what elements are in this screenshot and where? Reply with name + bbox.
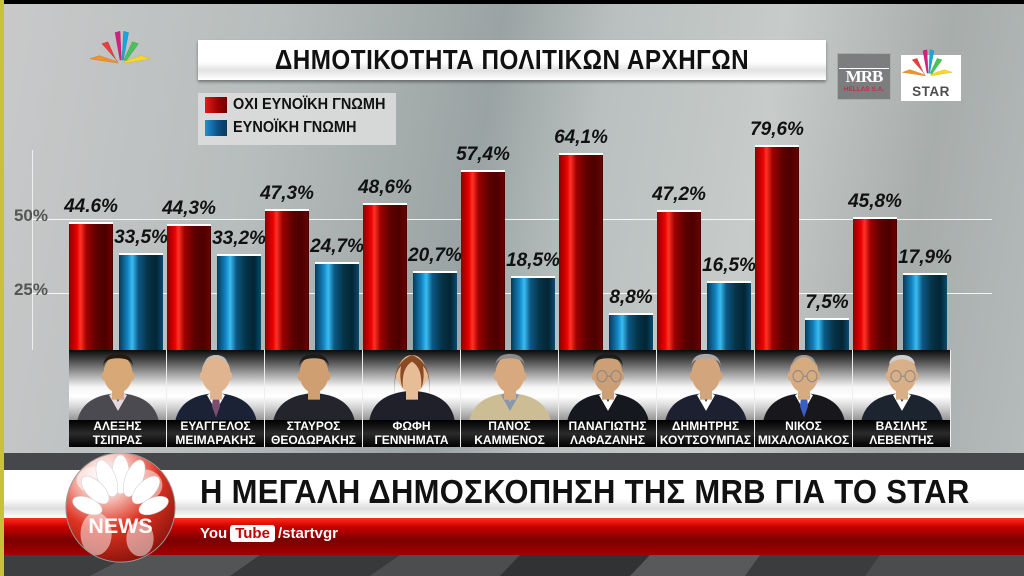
- svg-text:NEWS: NEWS: [88, 514, 152, 538]
